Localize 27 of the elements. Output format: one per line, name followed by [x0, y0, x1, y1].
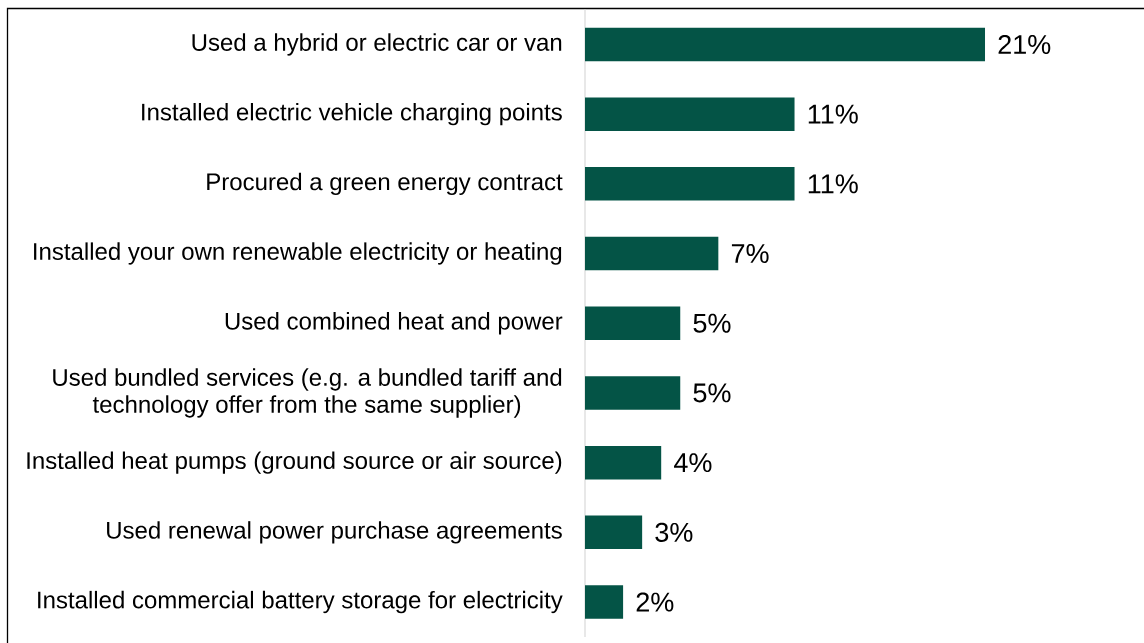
data-label: 5%	[693, 383, 731, 403]
data-label: 4%	[674, 453, 712, 473]
data-label: 21%	[998, 34, 1051, 54]
data-label: 3%	[655, 522, 693, 542]
bar	[585, 27, 986, 62]
data-label: 11%	[808, 174, 858, 194]
bar	[585, 585, 624, 619]
y-tick-label: Installed commercial battery storage for electricity	[38, 590, 563, 614]
data-label: 2%	[636, 592, 674, 612]
y-tick-label: Used bundled services (e.g. a bundled tariff and technology offer from the same supplier)	[53, 368, 562, 418]
y-tick-label: Installed your own renewable electricity or heating	[34, 242, 562, 265]
y-tick-label: Used a hybrid or electric car or van	[192, 33, 562, 56]
bar	[585, 515, 643, 550]
y-tick-label: Procured a green energy contract	[207, 172, 563, 196]
y-tick-label: Installed electric vehicle charging points	[142, 102, 562, 126]
data-label: 5%	[693, 313, 731, 333]
bar	[585, 445, 662, 480]
data-label: 7%	[731, 244, 769, 263]
bar	[585, 376, 681, 410]
bar	[585, 167, 795, 201]
y-tick-label: Used renewal power purchase agreements	[107, 521, 562, 544]
y-tick-label: Used combined heat and power	[225, 312, 563, 335]
y-tick-label: Installed heat pumps (ground source or air source)	[27, 451, 562, 474]
data-label: 11%	[808, 104, 858, 124]
bar	[585, 306, 681, 341]
bar	[585, 236, 719, 271]
bar	[585, 97, 795, 131]
